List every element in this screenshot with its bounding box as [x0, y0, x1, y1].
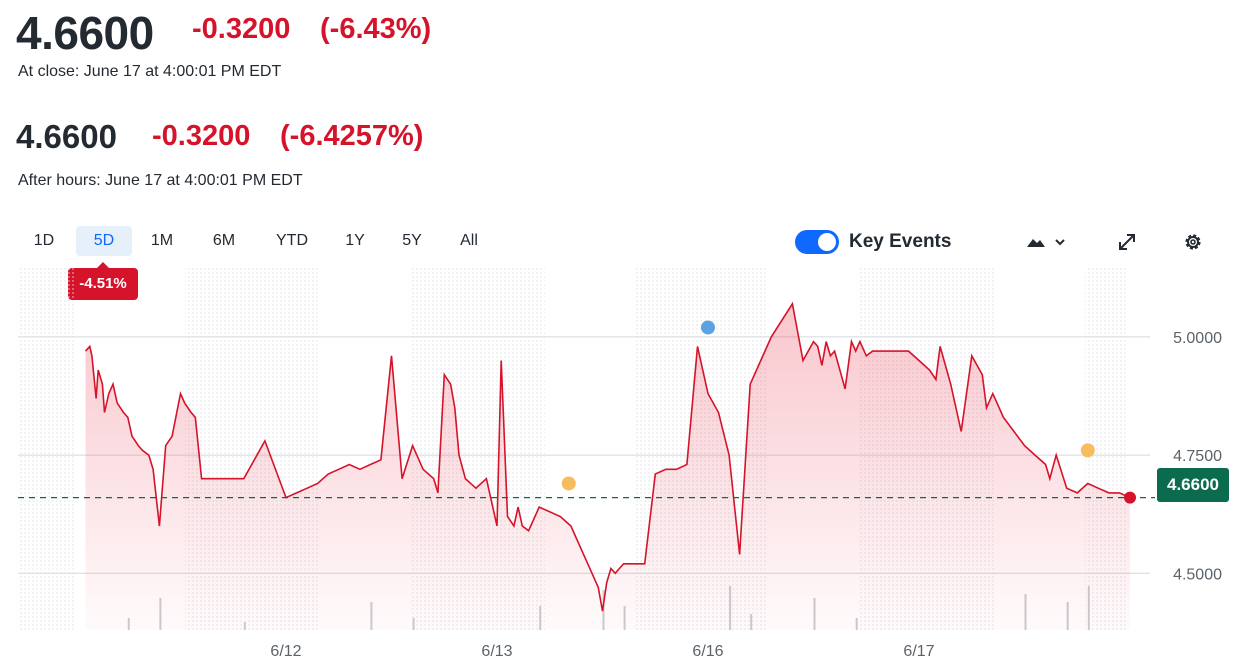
- period-change-pointer: [97, 262, 109, 268]
- gear-icon[interactable]: [1181, 230, 1205, 254]
- price-change: -0.3200: [192, 13, 291, 45]
- current-price-tag: 4.6600: [1157, 468, 1229, 502]
- key-events-toggle[interactable]: [795, 230, 839, 254]
- key-event-marker[interactable]: [1080, 443, 1095, 458]
- x-tick-label: 6/16: [692, 643, 723, 660]
- current-price: 4.6600: [16, 7, 154, 59]
- chevron-down-icon: [1055, 239, 1065, 246]
- y-tick-label: 4.7500: [1173, 448, 1222, 465]
- range-tab-5d[interactable]: 5D: [76, 226, 132, 256]
- last-price-dot: [1124, 491, 1136, 504]
- after-hours-change: -0.3200: [152, 120, 251, 152]
- price-line: [84, 301, 1131, 612]
- range-tab-1y[interactable]: 1Y: [345, 232, 365, 249]
- range-tab-1m[interactable]: 1M: [150, 232, 174, 249]
- expand-icon[interactable]: [1116, 231, 1138, 253]
- y-tick-label: 4.5000: [1173, 566, 1222, 583]
- after-hours-change-percent: (-6.4257%): [280, 120, 424, 152]
- after-hours-timestamp: After hours: June 17 at 4:00:01 PM EDT: [18, 172, 303, 189]
- price-area-fill: [85, 303, 1130, 630]
- key-events-label: Key Events: [849, 231, 952, 252]
- moon-icon: [358, 174, 365, 188]
- y-tick-label: 5.0000: [1173, 330, 1222, 347]
- x-tick-label: 6/13: [481, 643, 512, 660]
- range-tab-6m[interactable]: 6M: [212, 232, 236, 249]
- range-tab-all[interactable]: All: [460, 232, 478, 249]
- session-band: [18, 266, 75, 630]
- key-event-marker[interactable]: [561, 476, 576, 491]
- price-change-percent: (-6.43%): [320, 13, 432, 45]
- after-hours-price: 4.6600: [16, 118, 117, 155]
- close-timestamp: At close: June 17 at 4:00:01 PM EDT: [18, 63, 282, 80]
- range-tab-5y[interactable]: 5Y: [402, 232, 422, 249]
- mountain-chart-type-icon: [1027, 239, 1045, 247]
- x-tick-label: 6/17: [903, 643, 934, 660]
- range-tab-ytd[interactable]: YTD: [276, 232, 308, 249]
- toggle-knob: [818, 233, 836, 251]
- period-change-badge: -4.51%: [68, 268, 138, 300]
- price-chart[interactable]: 6/12 6/13 6/16 6/17 5.0000 4.7500 4.5000: [0, 260, 1239, 664]
- chart-type-dropdown[interactable]: [1024, 232, 1070, 252]
- key-event-marker[interactable]: [701, 320, 715, 335]
- range-tab-1d[interactable]: 1D: [33, 232, 55, 249]
- x-tick-label: 6/12: [270, 643, 301, 660]
